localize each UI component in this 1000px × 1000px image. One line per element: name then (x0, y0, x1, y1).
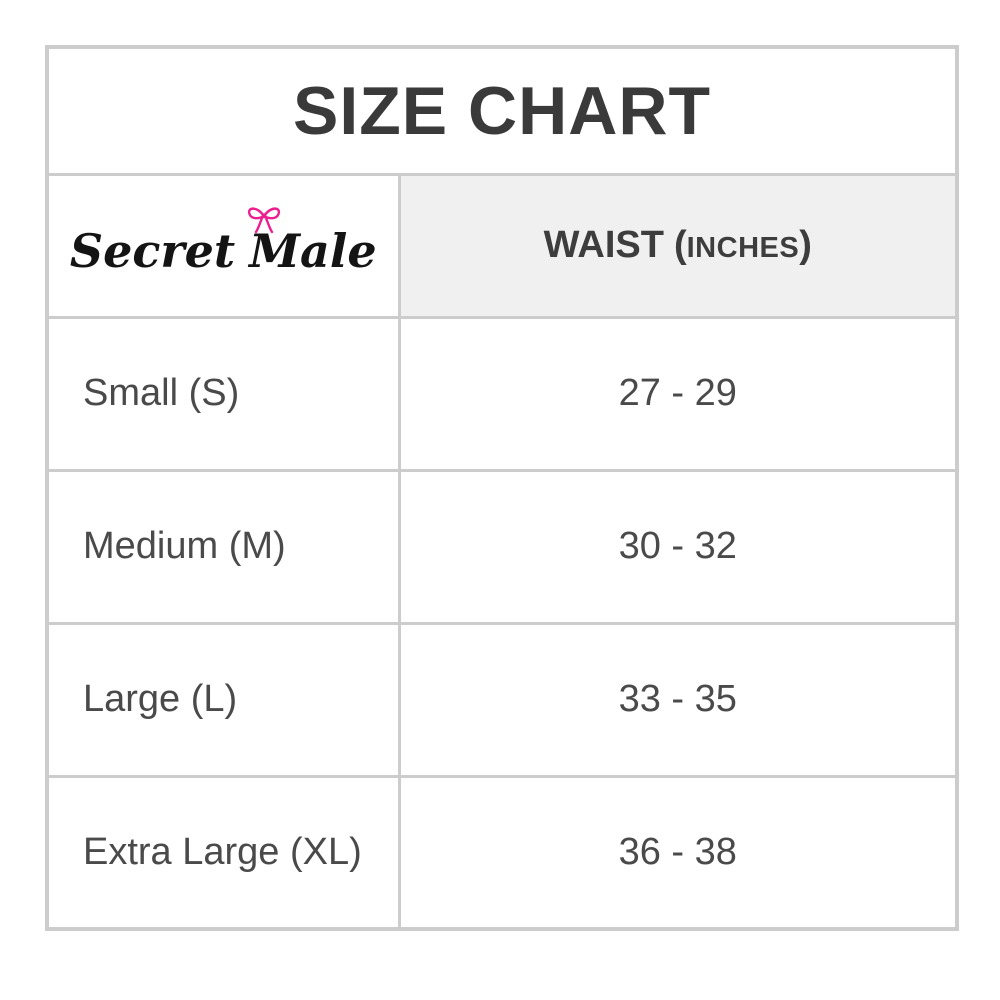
table-row-extra-large: Extra Large (XL) 36 - 38 (45, 774, 959, 931)
page-title: SIZE CHART (45, 45, 959, 176)
waist-header-paren-close: ) (799, 224, 812, 266)
waist-header-cell: WAIST (INCHES) (397, 172, 959, 319)
brand-logo-cell: Secret Male (45, 172, 401, 319)
size-chart-table: SIZE CHART Secret (45, 45, 959, 931)
brand-logo-word-secret: Secret (69, 223, 236, 278)
table-row-small: Small (S) 27 - 29 (45, 315, 959, 472)
waist-value: 33 - 35 (397, 621, 959, 778)
table-row-large: Large (L) 33 - 35 (45, 621, 959, 778)
waist-value: 27 - 29 (397, 315, 959, 472)
ribbon-bow-icon (248, 206, 281, 233)
brand-logo-word-male: Male (249, 223, 377, 278)
waist-header-unit: INCHES (686, 232, 800, 264)
size-label: Small (S) (45, 315, 401, 472)
table-row-medium: Medium (M) 30 - 32 (45, 468, 959, 625)
waist-header-paren-open: ( (673, 224, 687, 266)
header-row: Secret Male (45, 172, 959, 319)
waist-value: 30 - 32 (397, 468, 959, 625)
brand-logo: Secret Male (69, 206, 377, 278)
size-label: Large (L) (45, 621, 401, 778)
waist-value: 36 - 38 (397, 774, 959, 931)
size-label: Medium (M) (45, 468, 401, 625)
title-row: SIZE CHART (45, 45, 959, 176)
size-label: Extra Large (XL) (45, 774, 401, 931)
waist-header-label: WAIST (543, 224, 664, 266)
